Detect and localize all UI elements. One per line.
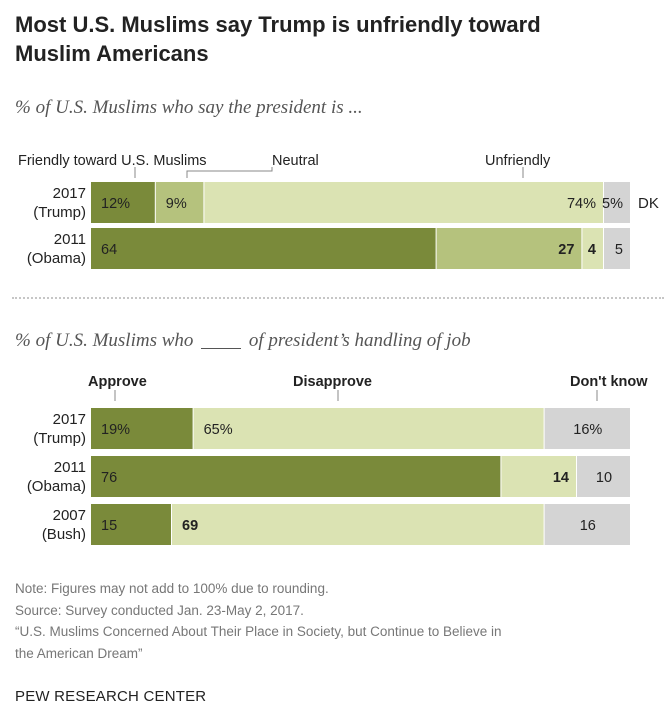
category-label-president: (Trump) — [33, 204, 86, 221]
category-label-president: (Trump) — [33, 430, 86, 447]
bar-segment — [204, 182, 603, 223]
data-label: 15 — [101, 518, 117, 534]
bar-segment — [582, 228, 603, 269]
chart2-subtitle-end: of president’s handling of job — [248, 330, 471, 351]
data-label: 74% — [567, 196, 596, 212]
report-title-line: the American Dream” — [15, 645, 143, 661]
bar-segment — [604, 182, 630, 223]
bar-segment — [91, 456, 501, 497]
data-label: 65% — [204, 422, 233, 438]
bar-segment — [91, 182, 155, 223]
data-label: 4 — [588, 242, 596, 258]
bar-segment — [91, 228, 436, 269]
dk-label: DK — [638, 195, 659, 212]
bar-segment — [91, 504, 171, 545]
data-label: 5% — [602, 196, 623, 212]
footnotes: Note: Figures may not add to 100% due to… — [15, 578, 655, 664]
bar-segment — [193, 408, 544, 449]
series-header-label: Friendly toward U.S. Muslims — [18, 153, 207, 169]
bar-segment — [577, 456, 630, 497]
data-label: 16 — [580, 518, 596, 534]
president-friendliness-chart: Friendly toward U.S. Muslims Neutral Unfri… — [18, 153, 659, 269]
category-label-year: 2011 — [54, 459, 86, 476]
source-organization: PEW RESEARCH CENTER — [15, 688, 207, 705]
data-label: 10 — [596, 470, 612, 486]
bar-segment — [91, 408, 193, 449]
bar-segment — [604, 228, 630, 269]
bar-segment — [544, 504, 630, 545]
source-line: Source: Survey conducted Jan. 23-May 2, … — [15, 602, 304, 618]
data-label: 14 — [553, 470, 569, 486]
bar-segment — [172, 504, 544, 545]
data-label: 16% — [573, 422, 602, 438]
category-label-president: (Obama) — [27, 250, 86, 267]
data-label: 27 — [558, 242, 574, 258]
section-divider — [12, 297, 664, 299]
series-header-tick — [186, 167, 273, 178]
data-label: 64 — [101, 242, 117, 258]
series-header-label: Approve — [88, 374, 147, 390]
series-header-label: Neutral — [272, 153, 319, 169]
data-label: 19% — [101, 422, 130, 438]
category-label-year: 2017 — [53, 411, 86, 428]
bar-segment — [544, 408, 630, 449]
subtitle-blank — [201, 348, 242, 349]
category-label-president: (Obama) — [27, 478, 86, 495]
category-label-year: 2017 — [53, 185, 86, 202]
category-label-president: (Bush) — [42, 526, 86, 543]
bar-segment — [501, 456, 576, 497]
data-label: 76 — [101, 470, 117, 486]
chart2-subtitle-start: % of U.S. Muslims who — [15, 330, 194, 351]
report-title-line: “U.S. Muslims Concerned About Their Plac… — [15, 624, 502, 639]
chart2-subtitle: % of U.S. Muslims who of president’s han… — [15, 330, 471, 352]
series-header-label: Disapprove — [293, 374, 372, 390]
series-header-label: Don't know — [570, 374, 648, 390]
data-label: 69 — [182, 518, 198, 534]
note-line: Note: Figures may not add to 100% due to… — [15, 581, 329, 596]
chart1-subtitle: % of U.S. Muslims who say the president … — [15, 97, 363, 118]
bar-segment — [436, 228, 582, 269]
category-label-year: 2011 — [54, 231, 86, 248]
bar-segment — [155, 182, 204, 223]
data-label: 12% — [101, 196, 130, 212]
chart-title: Most U.S. Muslims say Trump is unfriendl… — [15, 12, 541, 66]
data-label: 9% — [166, 196, 187, 212]
series-header-label: Unfriendly — [485, 153, 551, 169]
data-label: 5 — [615, 242, 623, 258]
category-label-year: 2007 — [53, 507, 86, 524]
job-approval-chart: Approve Disapprove Don't know 2017 (Trump) 19… — [27, 374, 648, 545]
